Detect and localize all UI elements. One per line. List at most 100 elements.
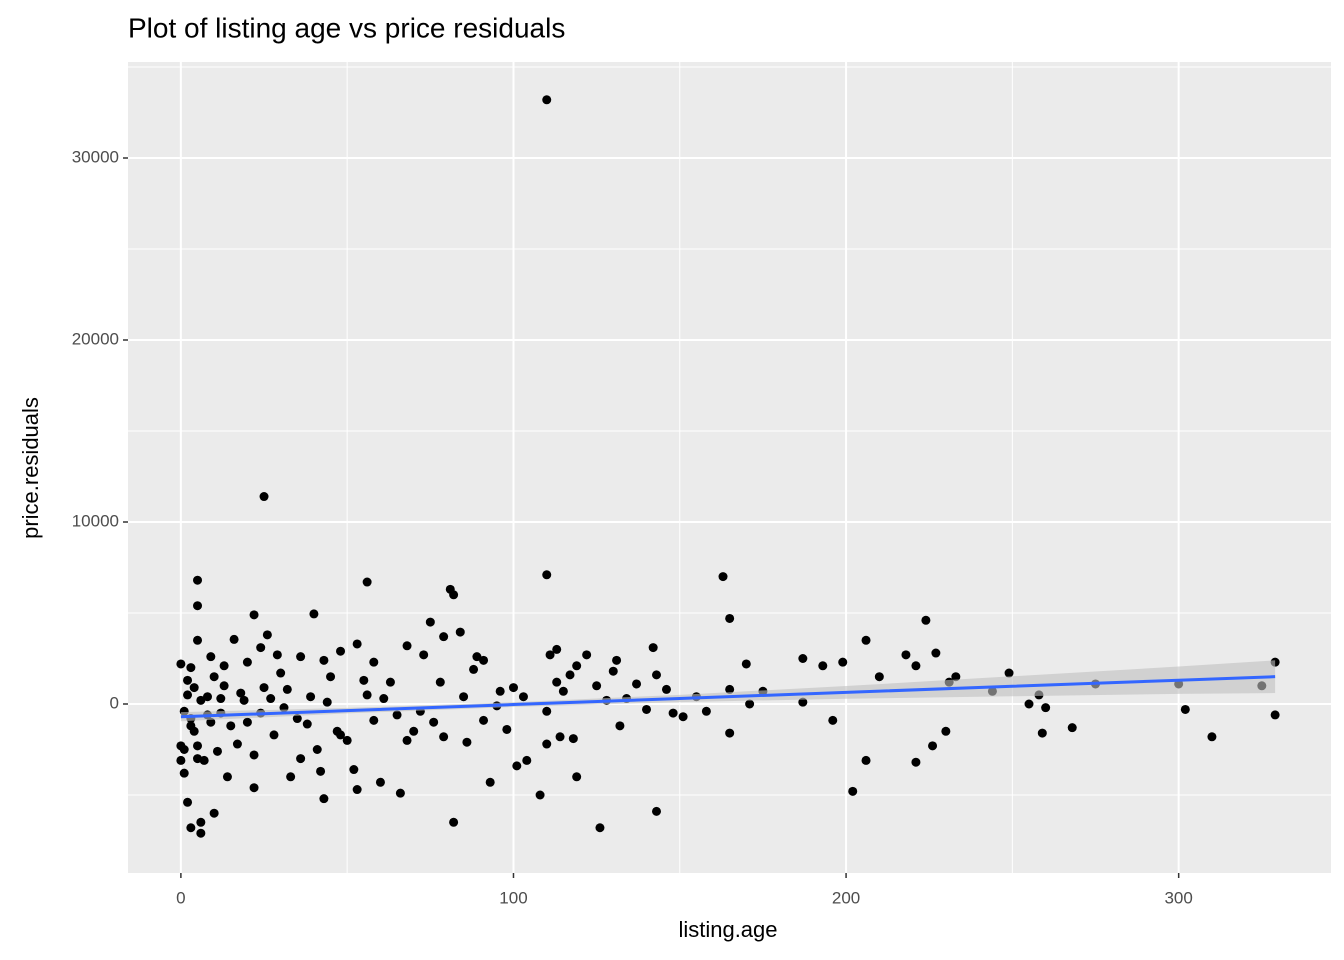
data-point [352, 785, 362, 795]
data-point [838, 657, 848, 667]
plot-panel [128, 62, 1331, 873]
data-point [592, 681, 602, 691]
data-point [292, 714, 302, 724]
data-point [648, 643, 658, 653]
data-point [319, 655, 329, 665]
data-point [668, 708, 678, 718]
data-point [352, 639, 362, 649]
data-point [512, 761, 522, 771]
x-tick-label: 300 [1164, 888, 1192, 907]
data-point [232, 739, 242, 749]
data-point [209, 672, 219, 682]
x-tick-label: 0 [176, 888, 185, 907]
x-tick-label: 200 [832, 888, 860, 907]
data-point [741, 659, 751, 669]
data-point [921, 615, 931, 625]
data-point [459, 692, 469, 702]
data-point [725, 613, 735, 623]
data-point [342, 735, 352, 745]
data-point [249, 783, 259, 793]
data-point [449, 817, 459, 827]
data-point [535, 790, 545, 800]
data-point [196, 828, 206, 838]
data-point [309, 609, 319, 619]
y-tick-label: 20000 [72, 329, 119, 348]
data-point [552, 644, 562, 654]
data-point [495, 686, 505, 696]
data-point [312, 744, 322, 754]
data-point [595, 823, 605, 833]
data-point [479, 655, 489, 665]
data-point [176, 659, 186, 669]
data-point [259, 683, 269, 693]
data-point [861, 755, 871, 765]
data-point [306, 692, 316, 702]
data-point [429, 717, 439, 727]
data-point [502, 724, 512, 734]
data-point [296, 754, 306, 764]
data-point [219, 681, 229, 691]
data-point [193, 754, 203, 764]
data-point [651, 806, 661, 816]
data-point [349, 765, 359, 775]
data-point [186, 823, 196, 833]
data-point [362, 690, 372, 700]
data-point [435, 677, 445, 687]
data-point [565, 670, 575, 680]
data-point [455, 627, 465, 637]
data-point [1207, 732, 1217, 742]
data-point [409, 726, 419, 736]
data-point [262, 630, 272, 640]
data-point [425, 617, 435, 627]
data-point [558, 686, 568, 696]
data-point [608, 666, 618, 676]
data-point [555, 732, 565, 742]
data-point [901, 650, 911, 660]
data-point [798, 697, 808, 707]
data-point [256, 643, 266, 653]
data-point [1037, 728, 1047, 738]
data-point [725, 728, 735, 738]
data-point [1004, 668, 1014, 678]
data-point [319, 794, 329, 804]
data-point [193, 601, 203, 611]
data-point [472, 652, 482, 662]
data-point [632, 679, 642, 689]
data-point [1270, 710, 1280, 720]
data-point [216, 694, 226, 704]
data-point [286, 772, 296, 782]
data-point [508, 683, 518, 693]
data-point [316, 766, 326, 776]
data-point [419, 650, 429, 660]
data-point [848, 786, 858, 796]
data-point [439, 632, 449, 642]
data-point [542, 706, 552, 716]
data-point [828, 715, 838, 725]
data-point [326, 672, 336, 682]
data-point [485, 777, 495, 787]
data-point [196, 817, 206, 827]
data-point [651, 670, 661, 680]
data-point [572, 772, 582, 782]
data-point [176, 741, 186, 751]
data-point [369, 657, 379, 667]
data-point [661, 684, 671, 694]
data-point [226, 721, 236, 731]
data-point [359, 675, 369, 685]
data-point [911, 661, 921, 671]
data-point [818, 661, 828, 671]
data-point [931, 648, 941, 658]
data-point [193, 575, 203, 585]
data-point [282, 684, 292, 694]
data-point [176, 755, 186, 765]
data-point [928, 741, 938, 751]
data-point [276, 668, 286, 678]
data-point [206, 652, 216, 662]
regression-line [180, 675, 1276, 719]
data-point [874, 672, 884, 682]
data-point [362, 577, 372, 587]
data-point [582, 650, 592, 660]
chart-title: Plot of listing age vs price residuals [128, 12, 565, 43]
data-point [302, 719, 312, 729]
